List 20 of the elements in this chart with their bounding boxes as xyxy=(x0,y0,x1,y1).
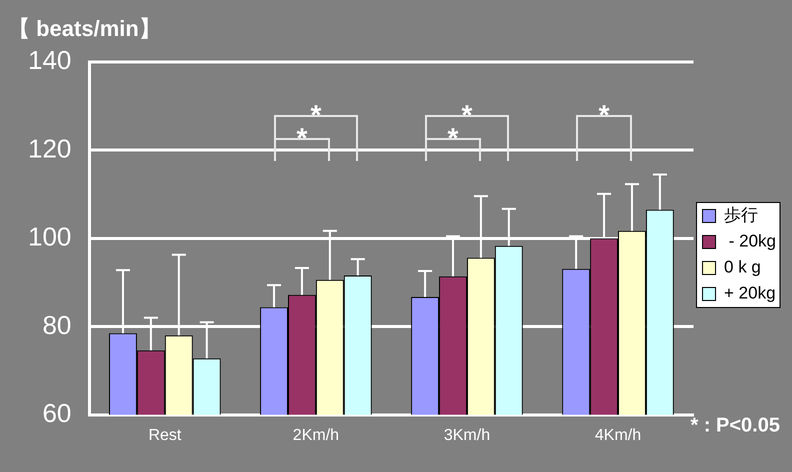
annotation: * xyxy=(448,122,459,154)
legend-label: 0 k g xyxy=(724,258,761,277)
annotation: * xyxy=(598,100,610,131)
y-tick-label: 140 xyxy=(28,45,72,76)
legend-label: 歩行 xyxy=(724,206,758,225)
x-tick-label: 4Km/h xyxy=(594,426,642,444)
annotation: * : P<0.05 xyxy=(690,414,780,437)
y-tick-label: 100 xyxy=(28,222,72,252)
y-axis-title: 【 beats/min】 xyxy=(8,16,161,42)
x-tick-label: 3Km/h xyxy=(444,426,490,444)
x-tick-label: Rest xyxy=(148,426,182,444)
y-tick-label: 120 xyxy=(28,133,72,164)
annotation: * xyxy=(296,122,308,154)
y-tick-label: 80 xyxy=(42,310,72,340)
annotation: * xyxy=(462,100,473,131)
legend-label: - 20kg xyxy=(724,232,776,251)
legend-label: + 20kg xyxy=(724,284,776,303)
x-tick-label: 2Km/h xyxy=(292,426,340,444)
y-tick-label: 60 xyxy=(42,398,72,428)
annotation: * xyxy=(310,100,322,131)
